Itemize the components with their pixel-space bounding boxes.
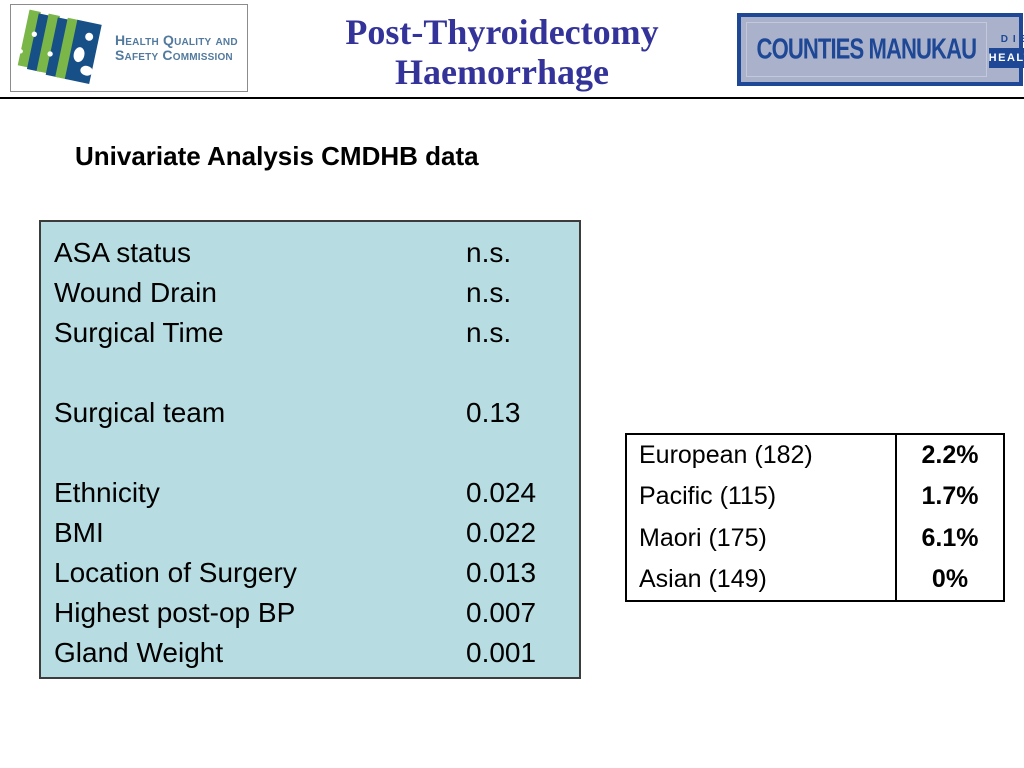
header-divider xyxy=(0,97,1024,99)
variable-label: ASA status xyxy=(54,237,191,268)
table-row: Gland Weight 0.001 xyxy=(54,633,579,673)
p-value: 0.022 xyxy=(466,517,537,548)
variable-label: Location of Surgery xyxy=(54,557,297,588)
hqsc-logo: Health Quality and Safety Commission xyxy=(10,4,248,92)
p-value xyxy=(466,433,579,473)
ethnicity-rate: 2.2% xyxy=(921,441,979,470)
page-title-line1: Post-Thyroidectomy xyxy=(345,12,659,52)
table-row: Surgical Time n.s. xyxy=(54,313,579,353)
p-value: 0.024 xyxy=(466,477,537,508)
p-value: n.s. xyxy=(466,237,512,268)
p-value xyxy=(466,353,579,393)
ethnicity-rate: 1.7% xyxy=(921,482,979,511)
ethnicity-rate: 6.1% xyxy=(921,523,979,552)
hqsc-logo-line2: Safety Commission xyxy=(115,47,233,63)
p-value: 0.007 xyxy=(466,597,537,628)
variable-label: BMI xyxy=(54,517,104,548)
table-row: BMI 0.022 xyxy=(54,513,579,553)
table-row: Surgical team 0.13 xyxy=(54,393,579,433)
table-row: Highest post-op BP 0.007 xyxy=(54,593,579,633)
ethnicity-group: Pacific (115) xyxy=(627,476,897,518)
variable-label xyxy=(54,433,466,473)
variable-label: Highest post-op BP xyxy=(54,597,296,628)
table-row: Ethnicity 0.024 xyxy=(54,473,579,513)
p-value: n.s. xyxy=(466,317,512,348)
cmdhb-logo-district-text: DISTRICT xyxy=(1000,34,1024,45)
subtitle: Univariate Analysis CMDHB data xyxy=(75,141,479,171)
table-row: Wound Drain n.s. xyxy=(54,273,579,313)
variable-label: Gland Weight xyxy=(54,637,224,668)
variable-label: Surgical team xyxy=(54,397,226,428)
page-title: Post-Thyroidectomy Haemorrhage xyxy=(262,12,742,92)
p-value: n.s. xyxy=(466,277,512,308)
p-value: 0.013 xyxy=(466,557,537,588)
hqsc-logo-icon xyxy=(17,9,102,85)
ethnicity-group: Maori (175) xyxy=(627,517,897,559)
cmdhb-logo-main-text: COUNTIES MANUKAU xyxy=(756,32,977,65)
ethnicity-group: Asian (149) xyxy=(627,558,897,600)
variable-label: Surgical Time xyxy=(54,317,224,348)
variable-label: Ethnicity xyxy=(54,477,160,508)
ethnicity-rate: 0% xyxy=(931,564,969,593)
page-title-line2: Haemorrhage xyxy=(395,52,609,92)
ethnicity-rate-table: European (182) 2.2% Pacific (115) 1.7% M… xyxy=(625,433,1005,602)
table-row-blank xyxy=(54,433,579,473)
cmdhb-logo-main-frame: COUNTIES MANUKAU xyxy=(746,22,987,77)
ethnicity-group: European (182) xyxy=(627,435,897,477)
univariate-analysis-table: ASA status n.s. Wound Drain n.s. Surgica… xyxy=(39,220,581,679)
p-value: 0.13 xyxy=(466,397,521,428)
cmdhb-logo: COUNTIES MANUKAU DISTRICT HEALTH BOARD xyxy=(737,13,1024,86)
table-row: ASA status n.s. xyxy=(54,233,579,273)
cmdhb-logo-healthboard-text: HEALTH BOARD xyxy=(988,48,1024,68)
variable-label: Wound Drain xyxy=(54,277,217,308)
hqsc-logo-line1: Health Quality and xyxy=(115,32,238,48)
variable-label xyxy=(54,353,466,393)
p-value: 0.001 xyxy=(466,637,537,668)
table-row-blank xyxy=(54,353,579,393)
cmdhb-logo-right: DISTRICT HEALTH BOARD xyxy=(988,17,1024,82)
table-row: Location of Surgery 0.013 xyxy=(54,553,579,593)
hqsc-logo-text: Health Quality and Safety Commission xyxy=(115,33,238,63)
